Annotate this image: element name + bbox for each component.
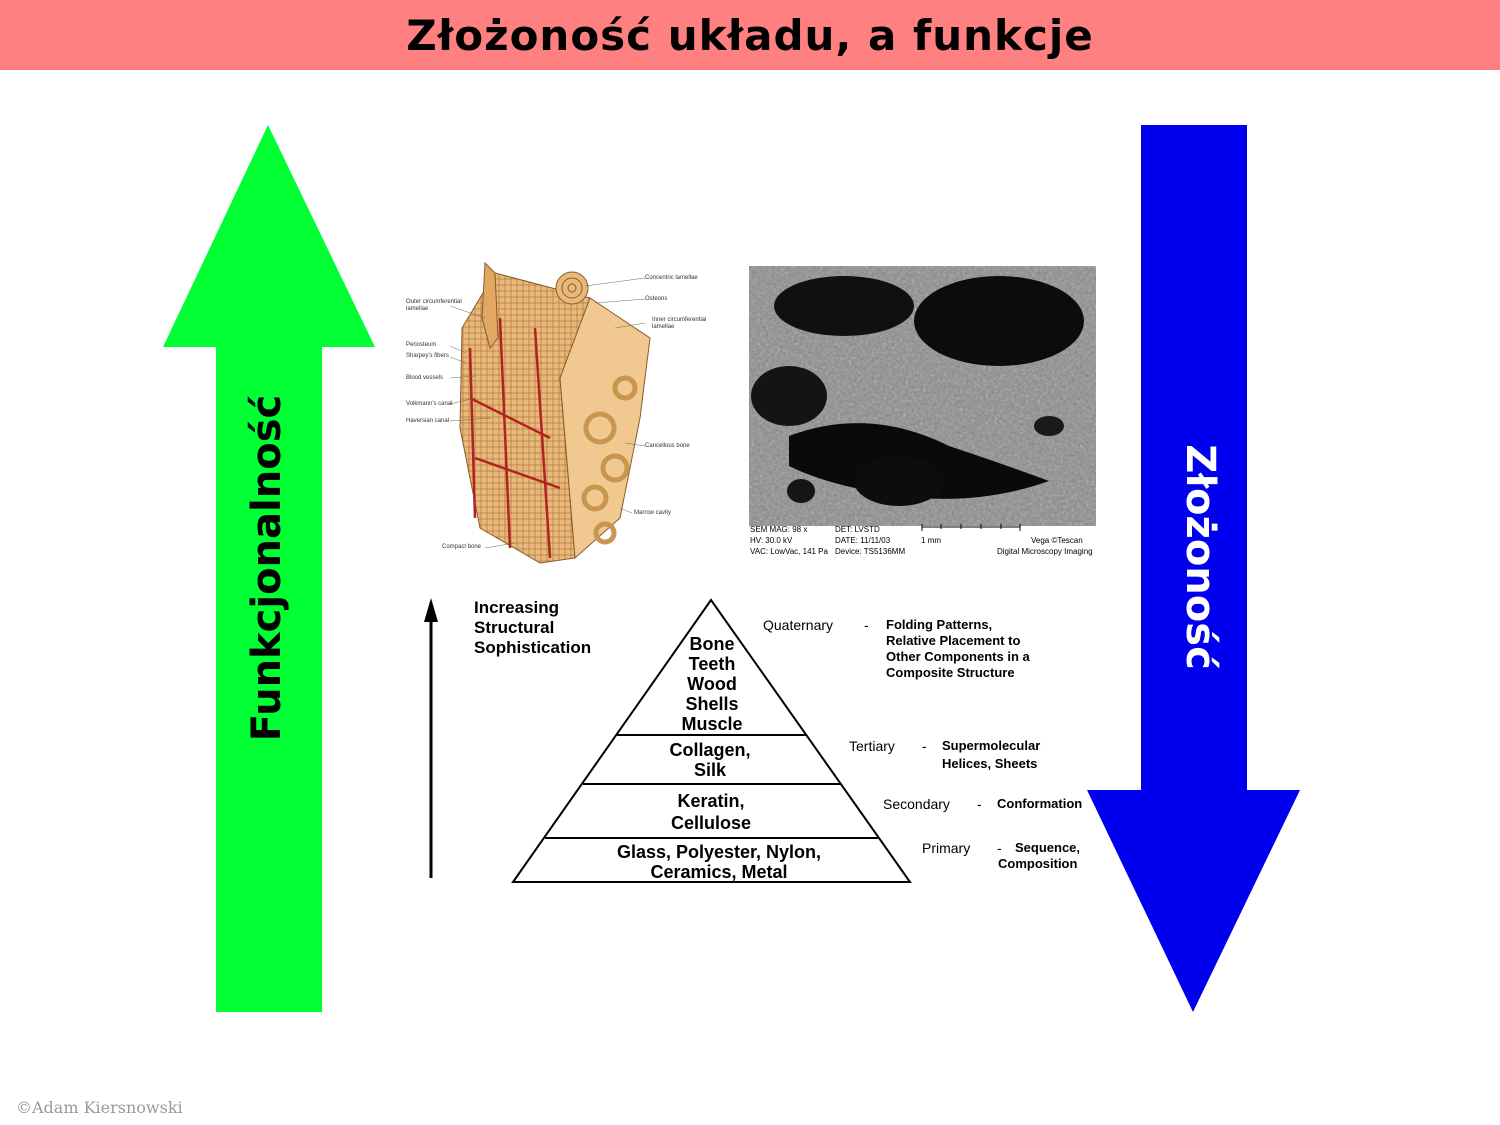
slide-title: Złożoność układu, a funkcje [406,10,1094,60]
sem-det: DET: LVSTD [835,525,880,534]
level-quaternary-desc: Folding Patterns, Relative Placement to … [886,617,1030,680]
bone-label-outer-circ: Outer circumferential [406,299,462,305]
sem-info-bar: SEM MAG: 98 x DET: LVSTD HV: 30.0 kV DAT… [749,524,1096,558]
title-bar: Złożoność układu, a funkcje [0,0,1500,70]
level-quaternary: Quaternary [763,617,834,633]
level-quaternary-dash: - [864,617,869,633]
sem-scale: 1 mm [921,536,941,545]
bone-label-blood-vessels: Blood vessels [406,375,444,381]
bone-label-haversian: Haversian canal [406,418,450,424]
sem-date: DATE: 11/11/03 [835,536,891,545]
bone-label-outer-lamellae: lamellae [406,306,429,312]
bone-label-cancellous: Cancellous bone [645,443,690,449]
sem-device: Device: TS5136MM [835,547,906,556]
tier-quaternary-materials: Bone Teeth Wood Shells Muscle [681,634,743,734]
bone-label-concentric: Concentric lamellae [645,275,698,281]
level-tertiary: Tertiary [849,738,895,754]
sem-mag: SEM MAG: 98 x [750,525,808,534]
tier-tertiary-materials: Collagen, Silk [669,740,751,780]
copyright-notice: ©Adam Kiersnowski [16,1098,183,1117]
tier-primary-materials: Glass, Polyester, Nylon, Ceramics, Metal [616,842,822,882]
sem-vac: VAC: LowVac, 141 Pa [750,547,828,556]
level-primary: Primary [922,840,971,856]
sem-scale-bar [921,524,1021,531]
bone-label-marrow: Marrow cavity [634,510,672,516]
bone-label-osteons: Osteons [645,296,668,302]
bone-label-inner-circ: Inner circumferential [652,317,707,323]
level-primary-desc: Sequence, Composition [998,840,1081,871]
tier-secondary-materials: Keratin, Cellulose [670,791,752,833]
level-primary-dash: - [997,840,1002,856]
sem-vega: Vega ©Tescan [1031,536,1083,545]
level-tertiary-dash: - [922,738,927,754]
bone-label-sharpeys: Sharpey's fibers [406,353,449,359]
bone-label-inner-lamellae: lamellae [652,324,675,330]
bone-label-volkmann: Volkmann's canal [406,401,453,407]
sem-micrograph [749,266,1096,526]
bone-label-periosteum: Periosteum [406,342,437,348]
bone-label-compact: Compact bone [442,544,482,550]
sem-dmi: Digital Microscopy Imaging [997,547,1093,556]
level-secondary-dash: - [977,796,982,812]
sem-hv: HV: 30.0 kV [750,536,793,545]
axis-label: Increasing Structural Sophistication [474,598,592,657]
level-secondary: Secondary [883,796,950,812]
level-tertiary-desc: Supermolecular Helices, Sheets [942,738,1041,771]
bone-structure-illustration [449,261,651,564]
level-secondary-desc: Conformation [997,796,1083,811]
sophistication-arrowhead [424,598,438,622]
complexity-arrow [1087,125,1300,1012]
